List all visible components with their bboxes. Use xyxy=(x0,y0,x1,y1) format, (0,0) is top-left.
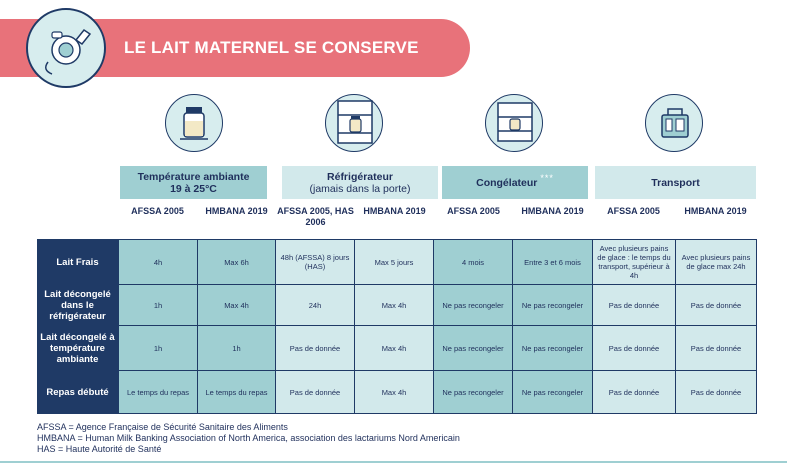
footnote: AFSSA = Agence Française de Sécurité San… xyxy=(37,422,288,432)
table-cell: Max 4h xyxy=(355,371,433,413)
bottle-icon xyxy=(165,94,223,152)
source-label: AFSSA 2005 xyxy=(607,206,660,216)
table-cell: 4h xyxy=(119,240,197,284)
table-cell: Ne pas recongeler xyxy=(434,371,512,413)
row-label: Lait décongelé dans le réfrigérateur xyxy=(44,288,111,322)
table-cell: 1h xyxy=(119,326,197,370)
column-title: Transport xyxy=(651,176,700,189)
source-label: AFSSA 2005, HAS 2006 xyxy=(277,206,354,227)
table-cell: Ne pas recongeler xyxy=(513,371,592,413)
source-label: AFSSA 2005 xyxy=(447,206,500,216)
table-cell: 24h xyxy=(276,285,354,325)
column-head-fridge: Réfrigérateur (jamais dans la porte) xyxy=(282,166,438,199)
cooler-bag-icon xyxy=(645,94,703,152)
footnote: HAS = Haute Autorité de Santé xyxy=(37,444,162,454)
table-cell: 1h xyxy=(119,285,197,325)
table-cell: Ne pas recongeler xyxy=(513,326,592,370)
source-label: HMBANA 2019 xyxy=(684,206,747,216)
table-cell: Max 5 jours xyxy=(355,240,433,284)
table-cell: Pas de donnée xyxy=(276,326,354,370)
divider xyxy=(0,461,787,463)
row-label: Lait Frais xyxy=(56,256,99,268)
column-head-ambient: Température ambiante 19 à 25°C xyxy=(120,166,267,199)
source-label: HMBANA 2019 xyxy=(205,206,268,216)
row-label: Repas débuté xyxy=(46,386,109,398)
breast-pump-icon xyxy=(26,8,106,88)
table-cell: Avec plusieurs pains de glace : le temps… xyxy=(593,240,675,284)
source-label: HMBANA 2019 xyxy=(521,206,584,216)
table-cell: 1h xyxy=(198,326,275,370)
table-cell: Max 4h xyxy=(355,326,433,370)
snowflake-badge-icon: *** xyxy=(540,172,554,183)
table-cell: Pas de donnée xyxy=(676,326,756,370)
page-title: LE LAIT MATERNEL SE CONSERVE xyxy=(124,38,419,57)
column-head-transport: Transport xyxy=(595,166,756,199)
table-cell: Ne pas recongeler xyxy=(434,326,512,370)
table-cell: Max 6h xyxy=(198,240,275,284)
column-title: Température ambiante xyxy=(137,170,250,183)
table-cell: Avec plusieurs pains de glace max 24h xyxy=(676,240,756,284)
table-cell: Entre 3 et 6 mois xyxy=(513,240,592,284)
table-cell: Ne pas recongeler xyxy=(513,285,592,325)
fridge-icon xyxy=(325,94,383,152)
table-cell: Le temps du repas xyxy=(119,371,197,413)
table-cell: Pas de donnée xyxy=(593,285,675,325)
freezer-icon xyxy=(485,94,543,152)
table-cell: Max 4h xyxy=(198,285,275,325)
table-cell: Pas de donnée xyxy=(593,371,675,413)
column-title: Réfrigérateur xyxy=(327,170,393,183)
table-cell: Pas de donnée xyxy=(676,285,756,325)
table-cell: Le temps du repas xyxy=(198,371,275,413)
table-cell: 4 mois xyxy=(434,240,512,284)
row-label: Lait décongelé à température ambiante xyxy=(40,331,115,365)
column-subtitle: (jamais dans la porte) xyxy=(309,182,411,195)
table-cell: Ne pas recongeler xyxy=(434,285,512,325)
footnote: HMBANA = Human Milk Banking Association … xyxy=(37,433,460,443)
table-cell: Pas de donnée xyxy=(593,326,675,370)
table-cell: Max 4h xyxy=(355,285,433,325)
table-cell: Pas de donnée xyxy=(276,371,354,413)
column-subtitle: 19 à 25°C xyxy=(170,182,217,195)
source-label: HMBANA 2019 xyxy=(363,206,426,216)
column-title: Congélateur xyxy=(476,176,538,189)
table-cell: Pas de donnée xyxy=(676,371,756,413)
table-cell: 48h (AFSSA) 8 jours (HAS) xyxy=(276,240,354,284)
column-head-freezer: Congélateur *** xyxy=(442,166,588,199)
source-label: AFSSA 2005 xyxy=(131,206,184,216)
